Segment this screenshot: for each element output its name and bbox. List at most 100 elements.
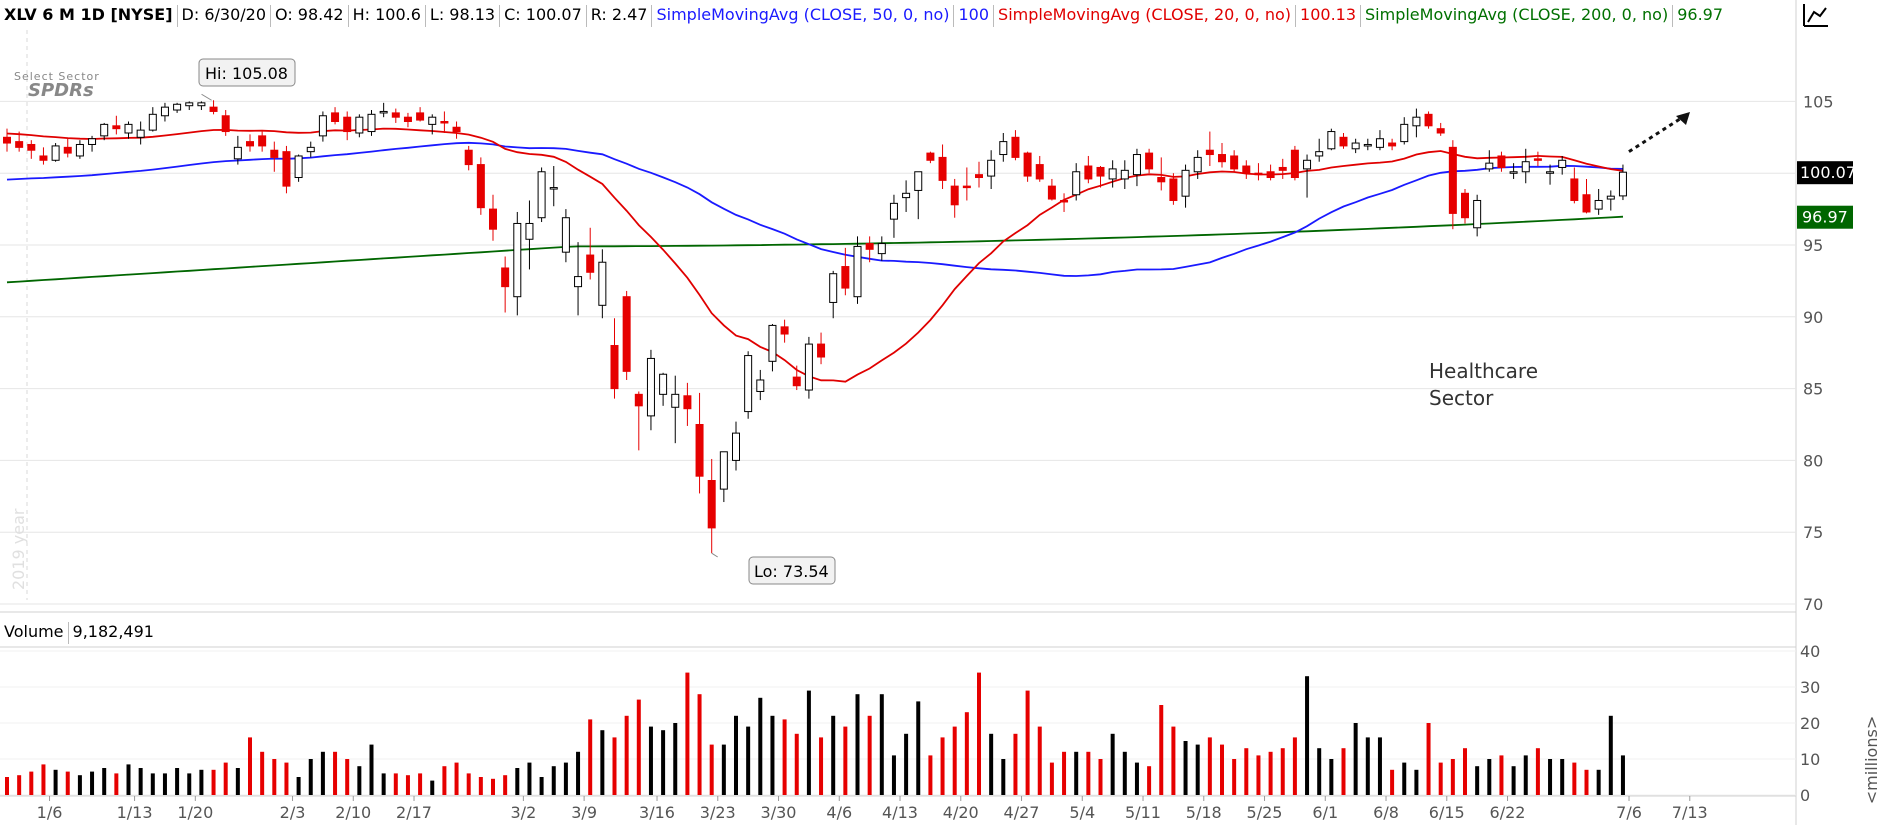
candle-body	[282, 151, 291, 187]
volume-bar	[248, 737, 252, 795]
candle-body	[3, 136, 11, 144]
candle-body	[39, 155, 48, 161]
volume-bar	[928, 755, 933, 795]
candle-body	[768, 324, 777, 362]
candle-body	[1546, 171, 1555, 174]
candle-body	[100, 123, 109, 137]
candle-body	[1230, 155, 1239, 170]
volume-bar	[1086, 751, 1091, 795]
volume-bar	[746, 726, 751, 795]
candle-body	[646, 357, 655, 417]
close-label: C: 100.07	[504, 5, 582, 24]
candle-body	[355, 116, 364, 134]
candle-body	[1278, 166, 1287, 171]
candle-body	[1242, 165, 1251, 174]
volume-bar	[843, 726, 848, 795]
volume-bar	[1244, 748, 1249, 795]
volume-bar	[831, 715, 836, 795]
time-tick-label: 3/23	[700, 803, 736, 822]
candle-body	[914, 171, 923, 191]
volume-bar	[1256, 755, 1261, 795]
time-tick-label: 2/17	[396, 803, 432, 822]
candle-body	[561, 217, 570, 253]
range-label: R: 2.47	[590, 5, 648, 24]
candle-body	[1327, 131, 1336, 150]
sma50-line	[6, 141, 1624, 277]
volume-bar	[1426, 723, 1431, 795]
sma20-label[interactable]: SimpleMovingAvg (CLOSE, 20, 0, no)	[998, 5, 1292, 24]
price-tick-label: 70	[1803, 595, 1823, 614]
volume-label[interactable]: Volume	[4, 622, 64, 641]
candle-body	[160, 106, 169, 117]
candle-body	[780, 326, 789, 335]
volume-bar	[563, 762, 568, 795]
volume-bar	[867, 715, 872, 795]
volume-bar	[1232, 759, 1237, 795]
volume-tick-label: 30	[1800, 678, 1820, 697]
candle-body	[136, 129, 145, 138]
volume-bar	[1195, 744, 1200, 795]
volume-bar	[648, 726, 653, 795]
candle-body	[1084, 165, 1093, 180]
time-tick-label: 2/10	[335, 803, 371, 822]
volume-bar	[636, 699, 641, 795]
trend-arrow-line	[1628, 115, 1684, 153]
volume-bar	[782, 719, 787, 795]
candle-body	[1169, 178, 1178, 201]
volume-bar	[1463, 748, 1467, 795]
candle-body	[1254, 172, 1263, 176]
volume-bar	[904, 733, 909, 795]
volume-bar	[1147, 766, 1152, 795]
candle-body	[1205, 149, 1214, 156]
header-divider	[270, 4, 271, 27]
symbol-label[interactable]: XLV 6 M 1D [NYSE]	[4, 5, 173, 24]
volume-bar	[162, 773, 167, 795]
volume-bar	[418, 773, 423, 795]
volume-bar	[491, 778, 495, 795]
candle-body	[173, 103, 182, 111]
volume-bar	[819, 737, 824, 795]
candle-body	[1388, 142, 1397, 147]
time-tick-label: 6/22	[1490, 803, 1526, 822]
candle-body	[403, 116, 412, 123]
sma200-line	[6, 215, 1624, 284]
sma50-label[interactable]: SimpleMovingAvg (CLOSE, 50, 0, no)	[656, 5, 950, 24]
last-price-label: 100.07	[1800, 163, 1856, 182]
volume-bar	[41, 764, 46, 795]
header-divider	[1295, 4, 1297, 27]
sma200-label[interactable]: SimpleMovingAvg (CLOSE, 200, 0, no)	[1365, 5, 1669, 24]
time-tick-label: 6/1	[1312, 803, 1338, 822]
candle-body	[246, 141, 254, 147]
sma50-value: 100	[958, 5, 990, 24]
candle-body	[112, 125, 121, 130]
volume-bar	[1305, 676, 1310, 795]
volume-bar	[539, 777, 544, 795]
candle-body	[671, 393, 680, 408]
chart-settings-icon[interactable]	[1800, 2, 1830, 30]
candle-body	[27, 143, 36, 151]
volume-bar	[770, 715, 775, 795]
volume-bar	[126, 764, 131, 795]
volume-bar	[1049, 762, 1054, 795]
header-divider	[953, 4, 955, 27]
date-label: D: 6/30/20	[181, 5, 266, 24]
volume-bar	[1620, 755, 1625, 795]
annotation-text-line1: Healthcare	[1429, 359, 1538, 383]
volume-bar	[1292, 737, 1297, 795]
volume-bar	[393, 773, 398, 795]
volume-bar	[199, 769, 204, 795]
candle-body	[270, 149, 279, 158]
open-label: O: 98.42	[275, 5, 344, 24]
candle-body	[306, 146, 315, 153]
candle-body	[525, 222, 534, 240]
logo-text-bottom: SPDRs	[28, 80, 94, 101]
candle-body	[804, 343, 813, 391]
logo-text-top: Select Sector	[14, 70, 100, 83]
volume-bar	[211, 769, 216, 795]
volume-bar	[661, 730, 666, 795]
volume-bar	[891, 755, 896, 795]
candle-body	[221, 115, 230, 133]
volume-bar	[989, 733, 994, 795]
candle-body	[841, 266, 850, 289]
